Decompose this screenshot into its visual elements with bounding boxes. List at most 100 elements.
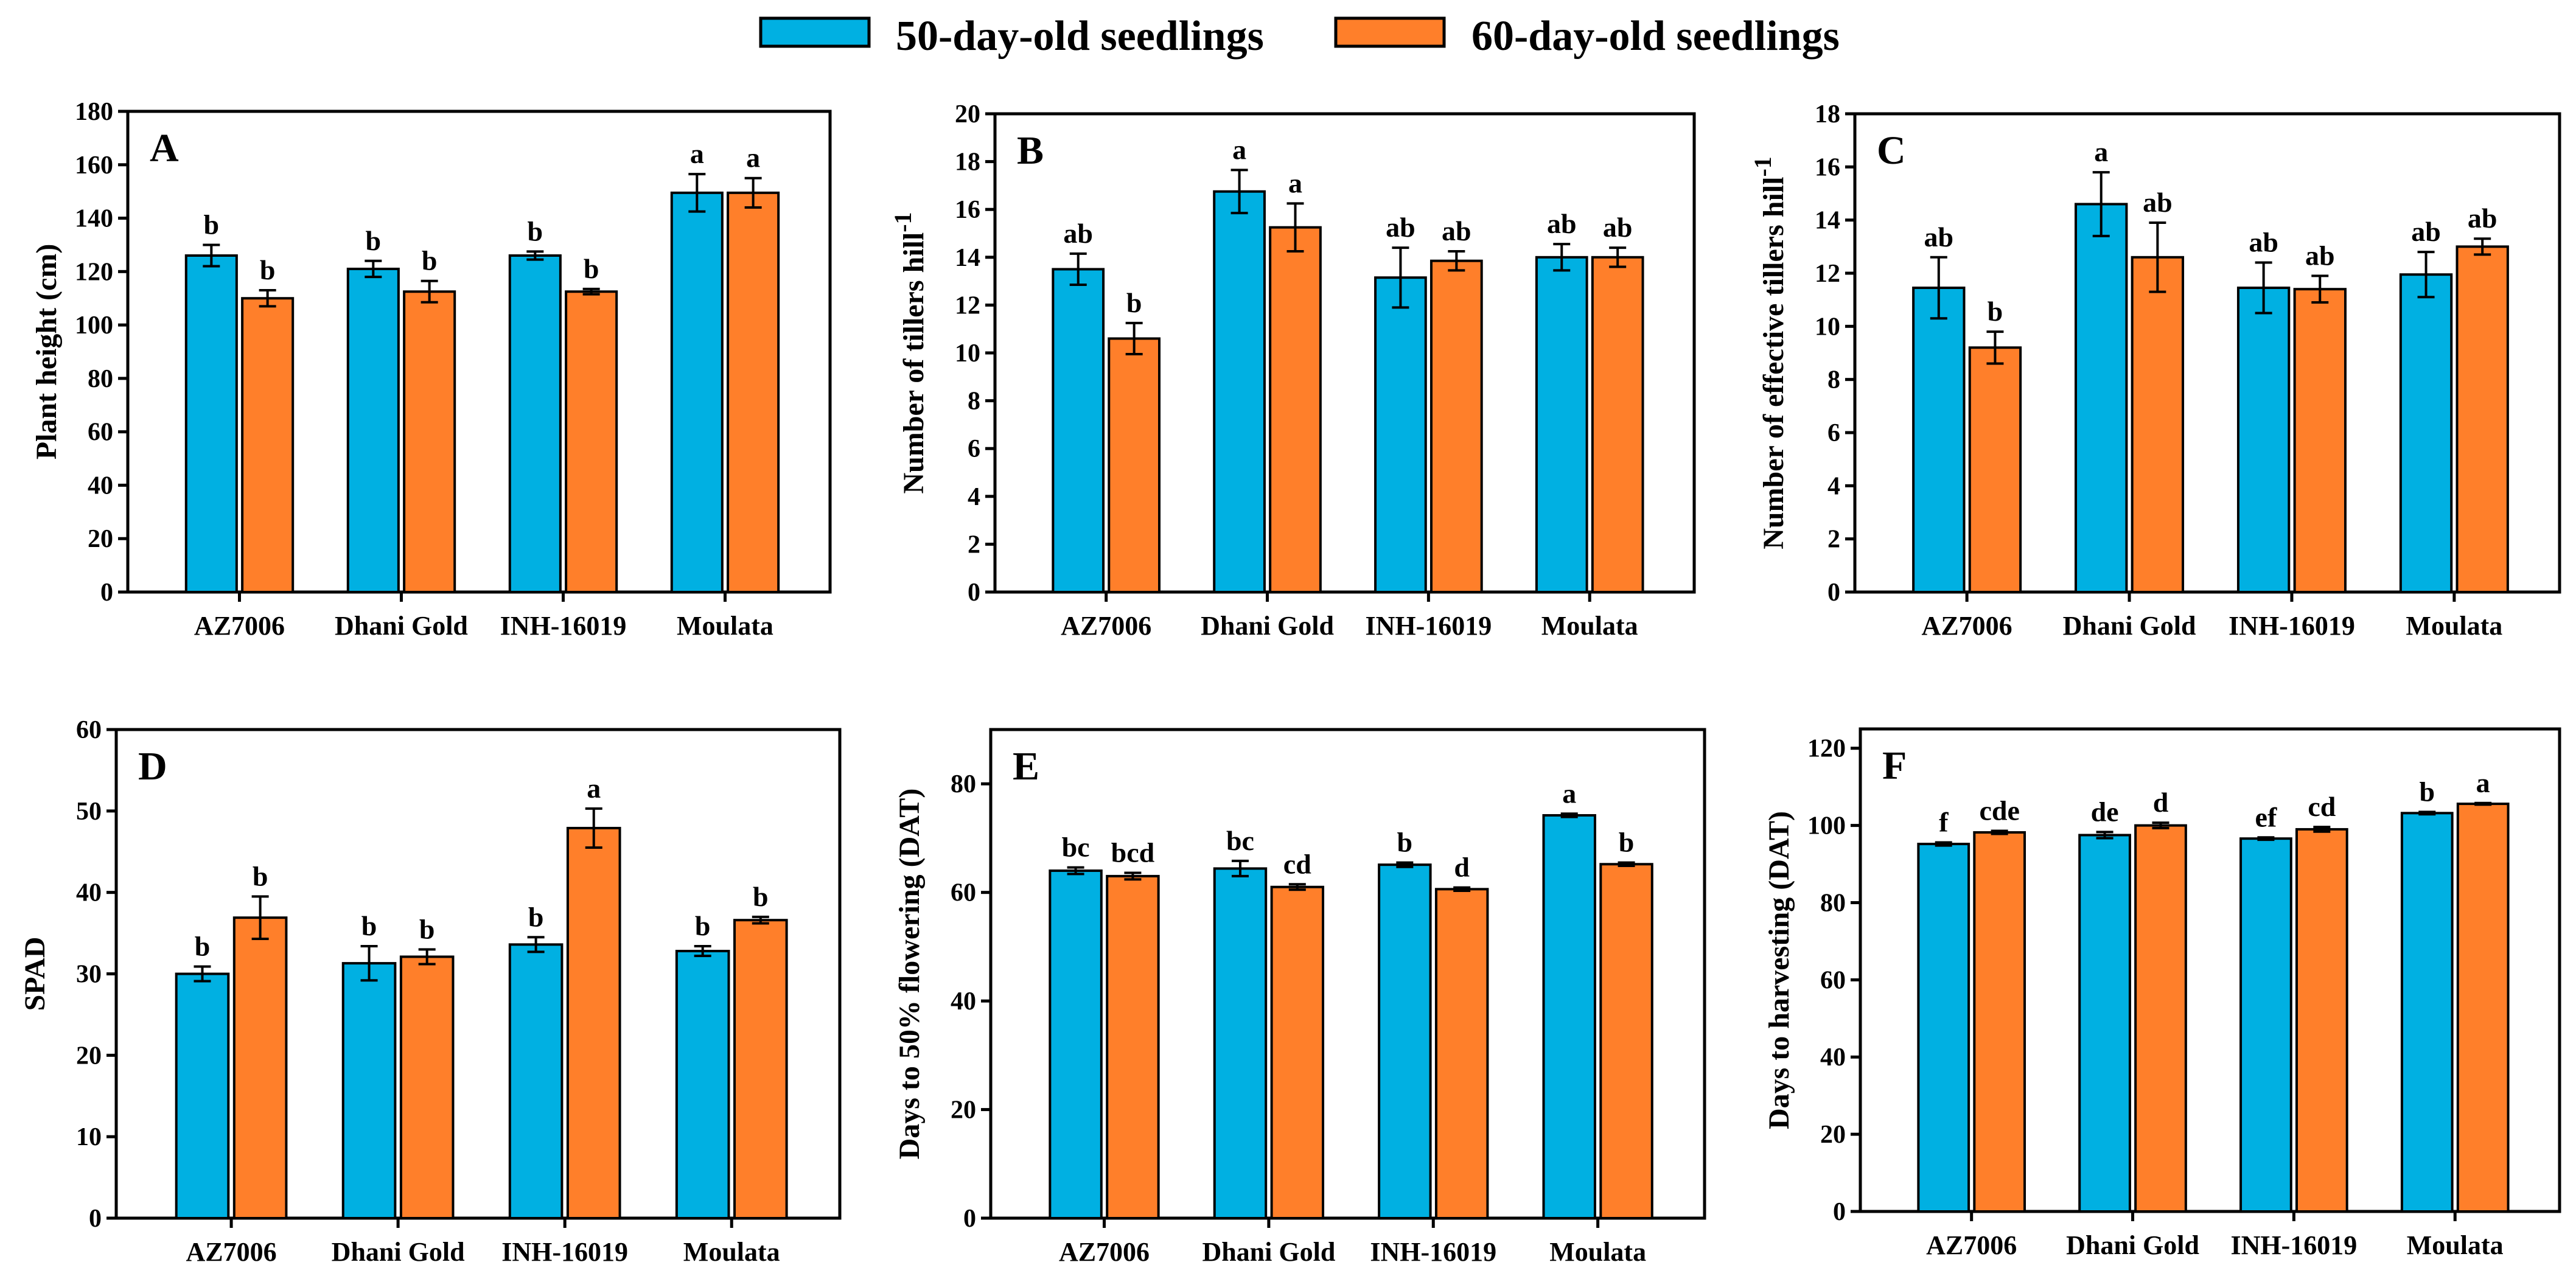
bar-60-day: [241, 297, 295, 593]
y-tick-label: 16: [1815, 153, 1840, 181]
bar-50-day: [670, 191, 724, 594]
x-tick-label: Moulata: [1541, 611, 1638, 641]
significance-label: ab: [2468, 203, 2497, 234]
y-tick-label: 14: [1815, 207, 1840, 235]
error-bar: [1125, 321, 1143, 355]
panel-d: 0 10 20 30 40 50 60 AZ7006 b b Dhani Gold b b INH-160…: [19, 716, 842, 1265]
panel-letter: C: [1877, 128, 1906, 173]
y-axis-title: Number of tillers hill-1: [889, 212, 930, 493]
significance-label: ab: [1603, 212, 1633, 243]
y-tick-label: 8: [968, 388, 980, 416]
significance-label: b: [204, 209, 220, 240]
error-bar: [1609, 246, 1627, 268]
y-tick-label: 80: [951, 770, 976, 798]
significance-label: cd: [2308, 791, 2336, 822]
significance-label: b: [584, 253, 599, 284]
significance-label: a: [1562, 778, 1576, 809]
bar-60-day: [733, 919, 788, 1220]
bar-60-day: [399, 955, 455, 1220]
y-tick-label: 30: [76, 961, 102, 989]
bar-60-day: [2456, 245, 2509, 594]
bar-60-day: [1429, 259, 1483, 593]
significance-label: f: [1939, 807, 1949, 838]
error-bar: [2418, 810, 2436, 816]
y-tick-label: 60: [76, 716, 102, 744]
y-axis-title-text: Number of tillers hill: [898, 232, 930, 494]
error-bar: [694, 944, 711, 958]
error-bar: [251, 895, 269, 940]
y-tick-label: 100: [75, 312, 113, 340]
bar-50-day: [508, 943, 564, 1219]
x-tick-label: AZ7006: [1926, 1230, 2017, 1260]
y-axis-title-text: Number of effective tillers hill: [1757, 177, 1790, 549]
error-bar: [2255, 261, 2272, 315]
error-bar: [1618, 861, 1635, 867]
bar-50-day: [1049, 869, 1103, 1219]
y-tick-label: 6: [968, 435, 980, 463]
y-tick-label: 10: [76, 1123, 102, 1151]
panel-c: 0 2 4 6 8 10 12 14 16 18 AZ7006 ab b Dhani Gold a ab INH…: [1749, 100, 2561, 641]
bar-50-day: [1378, 863, 1432, 1219]
bar-50-day: [2400, 812, 2454, 1213]
x-tick-label: INH-16019: [1370, 1237, 1496, 1265]
significance-label: b: [419, 913, 435, 944]
y-tick-label: 60: [951, 879, 976, 907]
plot-frame: [1859, 727, 2561, 1213]
error-bar: [2257, 836, 2275, 842]
panel-letter: B: [1017, 128, 1044, 173]
panel-letter: F: [1882, 744, 1907, 788]
error-bar: [1067, 866, 1084, 876]
significance-label: ab: [1547, 208, 1577, 239]
y-tick-label: 18: [1815, 100, 1840, 128]
y-tick-label: 20: [1820, 1121, 1846, 1149]
error-bar: [1560, 812, 1578, 818]
significance-label: ab: [1063, 218, 1093, 249]
error-bar: [688, 173, 706, 213]
y-tick-label: 12: [1815, 260, 1840, 288]
significance-label: ab: [2411, 216, 2441, 247]
error-bar: [1553, 243, 1571, 272]
y-axis-title-text: Days to 50% flowering (DAT): [893, 789, 926, 1160]
y-axis-title-text: SPAD: [19, 937, 51, 1011]
x-tick-label: AZ7006: [194, 611, 285, 641]
x-tick-label: INH-16019: [500, 611, 627, 641]
error-bar: [2474, 801, 2492, 806]
x-tick-label: INH-16019: [501, 1237, 628, 1265]
y-tick-label: 80: [1820, 889, 1846, 917]
error-bar: [1288, 883, 1306, 891]
x-tick-label: INH-16019: [2229, 611, 2355, 641]
y-axis-title-text: Plant height (cm): [30, 244, 63, 460]
significance-label: bcd: [1111, 837, 1155, 868]
significance-label: de: [2091, 796, 2119, 827]
error-bar: [2417, 251, 2435, 299]
error-bar: [526, 250, 544, 261]
panel-f: 0 20 40 60 80 100 120 AZ7006 f cde Dhani Gold de d IN…: [1763, 727, 2561, 1260]
y-tick-label: 0: [1833, 1198, 1846, 1226]
panel-a: 0 20 40 60 80 100 120 140 160 180 AZ7006 b b Dhani Go…: [30, 98, 832, 641]
error-bar: [1230, 169, 1248, 215]
x-tick-label: INH-16019: [2230, 1230, 2357, 1260]
panel-letter: E: [1013, 744, 1039, 789]
y-tick-label: 20: [88, 525, 113, 553]
x-tick-label: Dhani Gold: [1201, 611, 1334, 641]
plot-frame: [1853, 112, 2561, 594]
y-tick-label: 140: [75, 205, 113, 233]
bar-60-day: [565, 290, 618, 593]
y-axis-title: Number of effective tillers hill-1: [1749, 156, 1790, 549]
y-tick-label: 100: [1807, 812, 1846, 840]
error-bar: [585, 807, 602, 849]
significance-label: b: [528, 215, 543, 246]
y-tick-label: 160: [75, 152, 113, 179]
bar-50-day: [346, 267, 400, 593]
y-tick-label: 120: [75, 258, 113, 286]
error-bar: [2313, 826, 2331, 833]
bar-60-day: [2295, 828, 2348, 1213]
x-tick-label: Dhani Gold: [332, 1237, 465, 1265]
error-bar: [2092, 171, 2110, 237]
y-axis-title-superscript: -1: [889, 212, 916, 232]
significance-label: b: [260, 254, 276, 285]
error-bar: [2152, 821, 2169, 830]
y-tick-label: 20: [955, 100, 980, 128]
y-tick-label: 6: [1827, 419, 1840, 447]
significance-label: b: [1126, 287, 1142, 318]
